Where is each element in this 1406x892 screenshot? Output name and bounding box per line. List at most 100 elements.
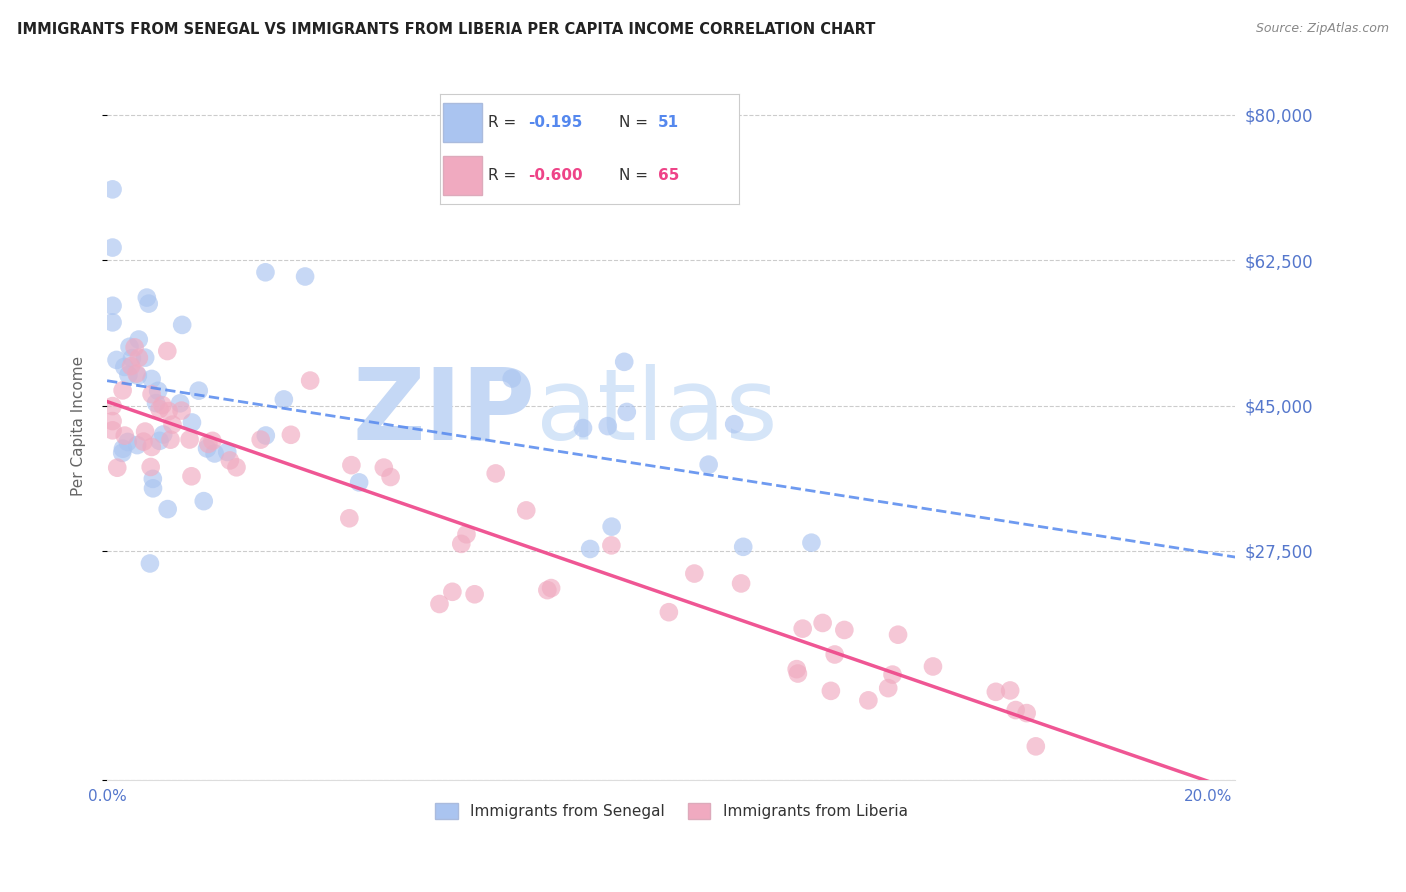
Point	[579, 541, 602, 556]
Point	[485, 467, 508, 481]
Point	[117, 368, 139, 382]
Point	[723, 417, 745, 432]
Point	[596, 419, 619, 434]
Point	[280, 427, 302, 442]
Point	[730, 576, 752, 591]
Point	[111, 446, 134, 460]
Point	[149, 434, 172, 448]
Point	[101, 414, 124, 428]
Point	[373, 460, 395, 475]
Point	[733, 540, 755, 554]
Point	[218, 453, 240, 467]
Text: Source: ZipAtlas.com: Source: ZipAtlas.com	[1256, 22, 1389, 36]
Legend: Immigrants from Senegal, Immigrants from Liberia: Immigrants from Senegal, Immigrants from…	[429, 797, 914, 825]
Text: ZIP: ZIP	[353, 364, 536, 460]
Point	[429, 597, 451, 611]
Point	[139, 460, 162, 475]
Point	[125, 367, 148, 381]
Point	[139, 557, 162, 571]
Point	[600, 519, 623, 533]
Point	[152, 427, 174, 442]
Point	[204, 446, 226, 460]
Point	[148, 402, 170, 417]
Point	[193, 494, 215, 508]
Point	[858, 693, 880, 707]
Point	[138, 296, 160, 310]
Point	[1025, 739, 1047, 754]
Point	[450, 537, 472, 551]
Point	[195, 442, 218, 456]
Point	[141, 387, 163, 401]
Point	[101, 399, 124, 413]
Point	[101, 182, 124, 196]
Point	[294, 269, 316, 284]
Point	[340, 458, 363, 472]
Point	[146, 384, 169, 398]
Point	[613, 355, 636, 369]
Point	[600, 538, 623, 552]
Point	[120, 359, 142, 373]
Point	[105, 460, 128, 475]
Point	[501, 371, 523, 385]
Point	[111, 384, 134, 398]
Point	[786, 666, 808, 681]
Point	[254, 428, 277, 442]
Point	[877, 681, 900, 695]
Text: IMMIGRANTS FROM SENEGAL VS IMMIGRANTS FROM LIBERIA PER CAPITA INCOME CORRELATION: IMMIGRANTS FROM SENEGAL VS IMMIGRANTS FR…	[17, 22, 876, 37]
Point	[145, 396, 167, 410]
Point	[180, 469, 202, 483]
Point	[156, 502, 179, 516]
Point	[887, 628, 910, 642]
Point	[111, 442, 134, 456]
Point	[101, 315, 124, 329]
Point	[112, 359, 135, 374]
Point	[347, 475, 370, 490]
Point	[101, 423, 124, 437]
Point	[201, 434, 224, 448]
Point	[337, 511, 360, 525]
Point	[142, 472, 165, 486]
Point	[380, 470, 402, 484]
Point	[998, 683, 1021, 698]
Point	[299, 374, 322, 388]
Point	[616, 405, 638, 419]
Point	[156, 344, 179, 359]
Point	[142, 481, 165, 495]
Point	[187, 384, 209, 398]
Point	[181, 416, 204, 430]
Point	[683, 566, 706, 581]
Point	[515, 503, 537, 517]
Point	[922, 659, 945, 673]
Point	[658, 605, 681, 619]
Point	[152, 398, 174, 412]
Point	[1004, 703, 1026, 717]
Point	[134, 425, 156, 439]
Point	[882, 667, 904, 681]
Point	[132, 434, 155, 449]
Point	[114, 428, 136, 442]
Point	[540, 581, 562, 595]
Point	[162, 417, 184, 432]
Point	[179, 433, 201, 447]
Point	[786, 662, 808, 676]
Point	[800, 535, 823, 549]
Point	[141, 372, 163, 386]
Point	[824, 648, 846, 662]
Point	[170, 403, 193, 417]
Point	[124, 340, 146, 354]
Point	[249, 433, 271, 447]
Point	[101, 241, 124, 255]
Point	[464, 587, 486, 601]
Point	[134, 351, 156, 365]
Point	[197, 437, 219, 451]
Point	[225, 460, 247, 475]
Point	[127, 368, 149, 383]
Point	[128, 333, 150, 347]
Point	[172, 318, 194, 332]
Point	[159, 433, 181, 447]
Point	[128, 351, 150, 365]
Point	[697, 458, 720, 472]
Point	[254, 265, 277, 279]
Point	[121, 351, 143, 366]
Point	[157, 404, 180, 418]
